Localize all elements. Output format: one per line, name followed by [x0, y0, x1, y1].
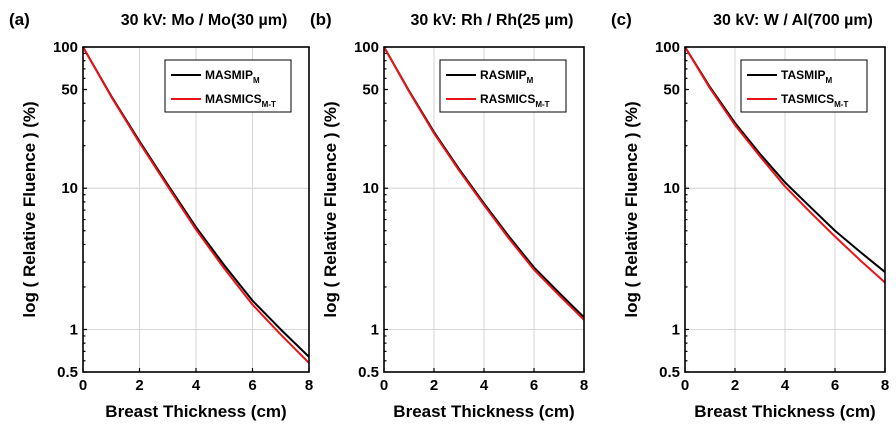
legend-entry: TASMICSM-T [781, 92, 848, 109]
y-tick-label: 50 [663, 82, 680, 99]
y-tick-label: 100 [655, 39, 680, 56]
y-tick-label: 0.5 [659, 364, 680, 381]
y-tick-label: 100 [354, 39, 379, 56]
y-tick-label: 1 [672, 321, 680, 338]
panel-label: (c) [611, 10, 632, 29]
legend-entry: MASMIPM [205, 68, 260, 85]
chart-panel-c: 0 2 4 6 8 0.5 1 10 50 100 Breast Thickness (cm) log… [611, 10, 889, 421]
panel-label: (a) [9, 10, 30, 29]
legend: TASMIPM TASMICSM-T [740, 59, 868, 113]
y-tick-label: 10 [663, 180, 680, 197]
legend-entry: RASMICSM-T [480, 92, 550, 109]
x-tick-label: 2 [430, 377, 438, 394]
x-tick-label: 8 [580, 377, 588, 394]
x-axis-label: Breast Thickness (cm) [694, 402, 875, 421]
series-line-masmics [82, 46, 310, 364]
x-axis-label: Breast Thickness (cm) [393, 402, 574, 421]
series-line-rasmics [383, 46, 585, 321]
chart-panel-a: 0 2 4 6 8 0.5 1 10 50 100 Breast Thickness (cm) log… [9, 10, 313, 421]
y-tick-label: 10 [362, 180, 379, 197]
y-axis-label: log ( Relative Fluence ) (%) [321, 101, 340, 317]
x-tick-label: 2 [135, 377, 143, 394]
y-tick-label: 0.5 [358, 364, 379, 381]
x-tick-label: 0 [380, 377, 388, 394]
x-tick-label: 4 [480, 377, 489, 394]
y-tick-label: 50 [362, 82, 379, 99]
y-tick-label: 100 [53, 39, 78, 56]
legend: RASMIPM RASMICSM-T [439, 59, 567, 113]
legend-box [164, 59, 292, 113]
legend-entry: MASMICSM-T [205, 92, 276, 109]
y-axis-label: log ( Relative Fluence ) (%) [622, 101, 641, 317]
x-tick-label: 8 [881, 377, 889, 394]
x-tick-label: 0 [681, 377, 689, 394]
panel-title: 30 kV: W / Al(700 µm) [713, 12, 873, 29]
x-tick-label: 4 [192, 377, 201, 394]
legend-box [740, 59, 868, 113]
y-tick-label: 1 [371, 321, 379, 338]
series-line-tasmics [684, 46, 886, 284]
x-tick-label: 6 [530, 377, 538, 394]
legend-entry: TASMIPM [781, 68, 832, 85]
y-axis-label: log ( Relative Fluence ) (%) [20, 101, 39, 317]
x-tick-label: 4 [781, 377, 790, 394]
y-tick-label: 50 [61, 82, 78, 99]
x-tick-label: 0 [79, 377, 87, 394]
panel-label: (b) [310, 10, 332, 29]
legend: MASMIPM MASMICSM-T [164, 59, 292, 113]
legend-entry: RASMIPM [480, 68, 534, 85]
x-tick-label: 6 [831, 377, 839, 394]
x-tick-label: 2 [731, 377, 739, 394]
x-tick-label: 6 [248, 377, 256, 394]
x-tick-label: 8 [305, 377, 313, 394]
y-tick-label: 0.5 [57, 364, 78, 381]
panel-title: 30 kV: Mo / Mo(30 µm) [121, 12, 288, 29]
chart-panel-b: 0 2 4 6 8 0.5 1 10 50 100 Breast Thickness (cm) log… [310, 10, 588, 421]
x-axis-label: Breast Thickness (cm) [105, 402, 286, 421]
y-tick-label: 1 [70, 321, 78, 338]
panel-title: 30 kV: Rh / Rh(25 µm) [410, 12, 573, 29]
legend-box [439, 59, 567, 113]
y-tick-label: 10 [61, 180, 78, 197]
